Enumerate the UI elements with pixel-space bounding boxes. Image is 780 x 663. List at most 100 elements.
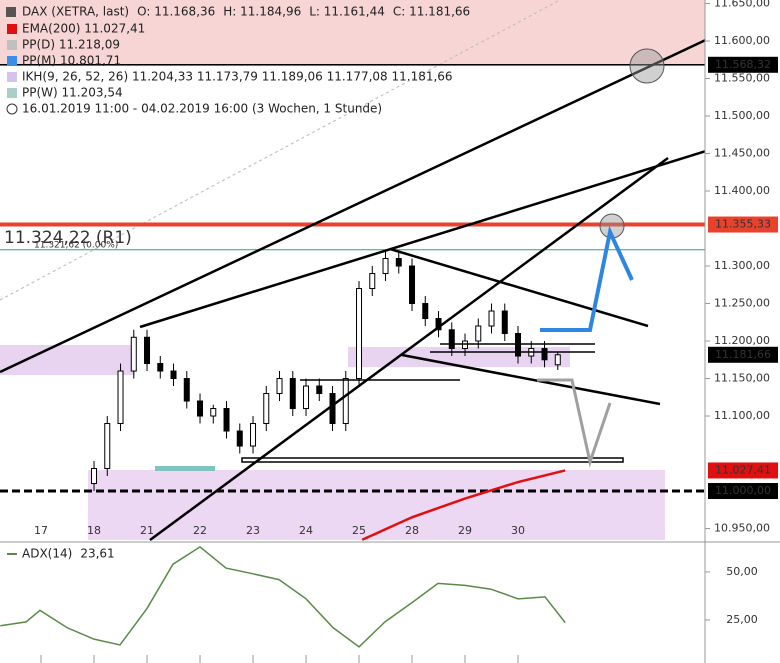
- candle-body: [554, 354, 561, 366]
- cloud: [348, 347, 570, 367]
- y-tick-label: 11.500,00: [714, 109, 770, 122]
- candle-body: [382, 258, 389, 275]
- legend-text: PP(D) 11.218,09: [22, 38, 120, 52]
- x-tick-label: 29: [458, 524, 472, 537]
- y-tick-label: 11.450,00: [714, 147, 770, 160]
- legend: DAX (XETRA, last) O: 11.168,36 H: 11.184,9…: [6, 5, 470, 561]
- candle-body: [117, 370, 124, 425]
- adx-line: [0, 545, 566, 648]
- resistance-zone: [0, 0, 705, 66]
- trendlines: [0, 3, 780, 542]
- price-tag: [708, 216, 778, 233]
- candle-body: [462, 340, 469, 350]
- candle-body: [475, 325, 482, 342]
- candle-body: [157, 363, 164, 372]
- y-tick-label: 11.600,00: [714, 34, 770, 47]
- x-tick-label: 17: [34, 524, 48, 537]
- forecast-arrow: [540, 225, 634, 332]
- legend-icon: [6, 7, 16, 17]
- candle-body: [541, 348, 548, 361]
- price-tag-label: 11.027,41: [715, 463, 771, 476]
- axis-bg: [705, 0, 780, 663]
- legend-swatch: [7, 24, 17, 34]
- candle-body: [303, 385, 310, 410]
- candle-body: [316, 385, 323, 395]
- y-tick-label: 50,00: [726, 565, 758, 578]
- candle-body: [170, 370, 177, 380]
- price-tag-label: 11.181,66: [715, 348, 771, 361]
- price-tag: [708, 56, 778, 73]
- legend-text: H: 11.184,96: [223, 5, 301, 19]
- legend-swatch: [7, 40, 17, 50]
- price-tag-label: 11.568,32: [715, 58, 771, 71]
- x-tick-label: 28: [405, 524, 419, 537]
- forecast-arrow: [537, 378, 612, 468]
- candle-body: [236, 430, 243, 447]
- candle-body: [395, 258, 402, 267]
- x-tick-label: 30: [511, 524, 525, 537]
- legend-text: ADX(14): [22, 547, 72, 561]
- y-tick-label: 11.100,00: [714, 409, 770, 422]
- candle-body: [91, 468, 98, 485]
- candle-body: [276, 378, 283, 395]
- price-tag-label: 11.000,00: [715, 484, 771, 497]
- cloud: [88, 470, 665, 540]
- price-tag: [708, 483, 778, 500]
- legend-text: IKH(9, 26, 52, 26) 11.204,33 11.173,79 1…: [22, 70, 453, 84]
- candle-body: [104, 423, 111, 470]
- x-tick-label: 25: [352, 524, 366, 537]
- x-tick-label: 23: [246, 524, 260, 537]
- plot: 11.324,22 (R1)11.321,62 (0.00%): [0, 64, 705, 648]
- y-tick-label: 11.250,00: [714, 297, 770, 310]
- price-tag: [708, 346, 778, 363]
- candle-body: [130, 336, 137, 372]
- candle-body: [210, 408, 217, 417]
- legend-swatch: [7, 553, 17, 555]
- price-tag-label: 11.355,33: [715, 218, 771, 231]
- candle-body: [369, 273, 376, 290]
- legend-text: O: 11.168,36: [137, 5, 215, 19]
- candle-body: [289, 378, 296, 410]
- legend-text: C: 11.181,66: [393, 5, 470, 19]
- clock-icon: [6, 103, 18, 115]
- y-tick-label: 10.950,00: [714, 522, 770, 535]
- candle-body: [197, 400, 204, 417]
- y-tick-label: 11.550,00: [714, 72, 770, 85]
- x-tick-label: 21: [140, 524, 154, 537]
- y-tick-label: 11.150,00: [714, 372, 770, 385]
- candle-body: [356, 288, 363, 380]
- candle-body: [501, 310, 508, 335]
- axis: 11.650,00 11.600,00 11.550,00 11.500,00 11.4…: [34, 0, 778, 663]
- candle-body: [250, 423, 257, 447]
- legend-swatch: [7, 56, 17, 66]
- legend-text: L: 11.161,44: [309, 5, 385, 19]
- candle-body: [422, 303, 429, 320]
- y-tick-label: 11.400,00: [714, 184, 770, 197]
- legend-text: PP(M) 10.801,71: [22, 54, 121, 68]
- marker: [629, 48, 665, 84]
- pivot-label: 11.321,62 (0.00%): [34, 240, 118, 250]
- x-tick-label: 24: [299, 524, 313, 537]
- ema-line: [361, 469, 566, 541]
- candle-body: [263, 393, 270, 425]
- candle-body: [448, 329, 455, 350]
- price-tag: [708, 462, 778, 479]
- y-tick-label: 11.650,00: [714, 0, 770, 10]
- candle-body: [342, 378, 349, 425]
- candle-body: [183, 378, 190, 402]
- legend-text: DAX (XETRA, last): [22, 5, 129, 19]
- candle-body: [409, 265, 416, 305]
- y-tick-label: 25,00: [726, 613, 758, 626]
- legend-text: PP(W) 11.203,54: [22, 86, 123, 100]
- candle-body: [515, 333, 522, 357]
- pivot-r1: 11.324,22 (R1): [4, 228, 132, 248]
- y-tick-label: 11.200,00: [714, 334, 770, 347]
- x-tick-label: 22: [193, 524, 207, 537]
- candle-body: [223, 408, 230, 432]
- cloud: [0, 345, 135, 375]
- guide: [0, 0, 561, 301]
- candle-body: [144, 336, 151, 365]
- y-tick-label: 11.300,00: [714, 259, 770, 272]
